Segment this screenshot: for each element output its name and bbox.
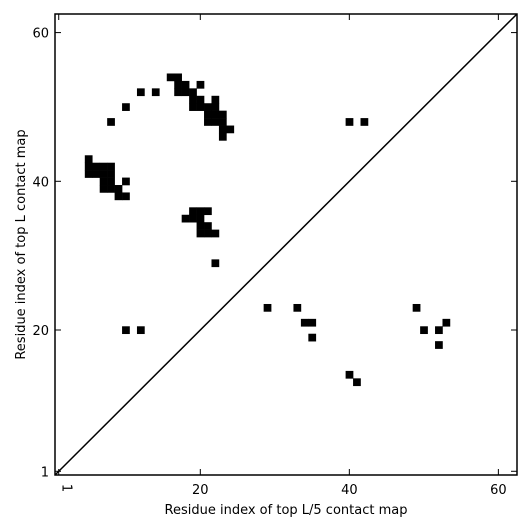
top-l-contact-cell [84,155,93,164]
top-l-contact-cell [218,125,227,134]
top-l-contact-cell [218,110,227,119]
top-l5-contact-cell [435,341,443,349]
top-l-contact-cell [196,80,205,89]
y-tick-label: 40 [32,175,49,190]
top-l-contact-cell [211,229,220,238]
top-l-contact-cell [345,118,354,126]
top-l-contact-cell [204,118,212,126]
x-tick-label: 1 [59,484,74,492]
y-axis-label: Residue index of top L contact map [14,129,29,359]
top-l-contact-cell [181,214,190,223]
top-l-contact-cell [136,326,145,335]
top-l-contact-cell [211,103,220,111]
top-l-contact-cell [204,229,212,238]
x-axis-label: Residue index of top L/5 contact map [165,503,408,518]
top-l-contact-cell [196,95,205,104]
top-l-contact-cell [196,214,205,223]
top-l-contact-cell [107,185,115,193]
contact-cells [84,73,451,387]
top-l5-contact-cell [308,318,317,327]
top-l-contact-cell [84,162,93,171]
top-l5-contact-cell [263,303,272,312]
top-l-contact-cell [211,118,220,126]
top-l5-contact-cell [420,326,428,335]
top-l-contact-cell [226,125,235,134]
top-l-contact-cell [196,103,205,111]
top-l-contact-cell [122,192,130,201]
top-l-contact-cell [84,170,93,178]
top-l-contact-cell [99,170,108,178]
top-l-contact-cell [218,118,227,126]
plot-frame [54,13,518,476]
top-l-contact-cell [174,80,182,89]
top-l-contact-cell [181,88,190,97]
top-l-contact-cell [151,88,160,97]
top-l-contact-cell [107,162,115,171]
top-l-contact-cell [204,222,212,230]
top-l-contact-cell [99,185,108,193]
top-l-contact-cell [92,162,101,171]
x-tick-label: 60 [490,483,507,498]
top-l-contact-cell [211,95,220,104]
x-tick-label: 20 [192,483,209,498]
top-l5-contact-cell [442,318,451,327]
top-l5-contact-cell [353,378,361,387]
top-l-contact-cell [99,162,108,171]
top-l5-contact-cell [345,370,354,379]
top-l-contact-cell [196,222,205,230]
top-l-contact-cell [189,103,197,111]
top-l5-contact-cell [300,318,309,327]
top-l5-contact-cell [412,303,421,312]
top-l-contact-cell [189,214,197,223]
top-l-contact-cell [92,170,101,178]
top-l-contact-cell [122,326,130,335]
top-l-contact-cell [107,118,115,126]
y-tick-label: 20 [32,324,49,339]
top-l-contact-cell [204,103,212,111]
top-l-contact-cell [166,73,175,82]
top-l-contact-cell [114,192,123,201]
top-l-contact-cell [174,88,182,97]
top-l-contact-cell [99,177,108,186]
top-l-contact-cell [114,185,123,193]
top-l-contact-cell [196,207,205,216]
top-l5-contact-cell [308,333,317,342]
top-l-contact-cell [189,88,197,97]
axis-ticks: 1 20 40 60 1 20 40 60 [32,14,517,498]
top-l-contact-cell [181,80,190,89]
top-l-contact-cell [174,73,182,82]
top-l-contact-cell [107,170,115,178]
top-l-contact-cell [196,229,205,238]
top-l-contact-cell [107,177,115,186]
diagonal-line [54,13,518,476]
top-l-contact-cell [189,207,197,216]
top-l-contact-cell [204,110,212,119]
top-l5-contact-cell [293,303,302,312]
top-l-contact-cell [122,103,130,111]
x-tick-label: 40 [341,483,358,498]
top-l-contact-cell [122,177,130,186]
top-l-contact-cell [204,207,212,216]
top-l-contact-cell [136,88,145,97]
top-l-contact-cell [211,259,220,268]
top-l-contact-cell [189,95,197,104]
top-l-contact-cell [211,110,220,119]
top-l-contact-cell [360,118,369,126]
y-tick-label: 60 [32,27,49,42]
top-l-contact-cell [218,132,227,141]
y-tick-label: 1 [41,465,49,480]
top-l5-contact-cell [435,326,443,335]
